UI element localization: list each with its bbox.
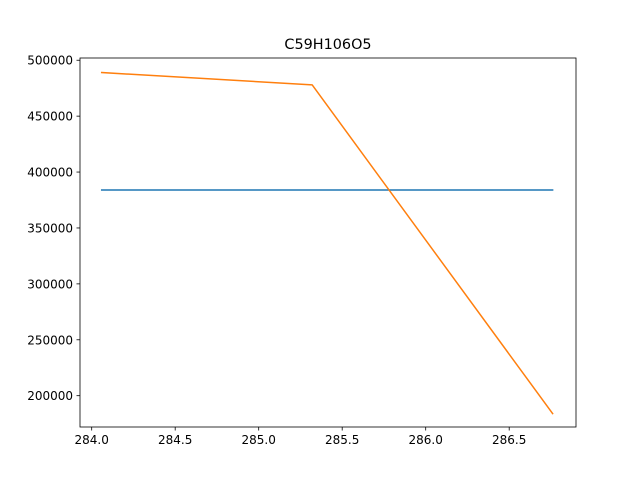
y-tick-label: 500000: [27, 54, 73, 68]
x-tick-label: 285.0: [242, 433, 276, 447]
series-layer: [100, 71, 554, 415]
x-axis: 284.0 284.5 285.0 285.5 286.0 286.5: [75, 427, 526, 447]
chart-title: C59H106O5: [284, 37, 371, 53]
x-tick-label: 286.0: [409, 433, 443, 447]
plot-frame: [79, 57, 577, 428]
y-axis: 200000 250000 300000 350000 400000 450000 5000…: [27, 54, 80, 403]
y-tick-label: 450000: [27, 110, 73, 124]
x-tick-label: 285.5: [325, 433, 359, 447]
y-tick-label: 250000: [27, 333, 73, 347]
x-tick-label: 286.5: [492, 433, 526, 447]
y-tick-label: 350000: [27, 221, 73, 235]
y-tick-label: 300000: [27, 277, 73, 291]
series-line-2: [100, 71, 554, 415]
x-tick-label: 284.5: [158, 433, 192, 447]
y-tick-label: 400000: [27, 166, 73, 180]
x-tick-label: 284.0: [75, 433, 109, 447]
y-tick-label: 200000: [27, 389, 73, 403]
